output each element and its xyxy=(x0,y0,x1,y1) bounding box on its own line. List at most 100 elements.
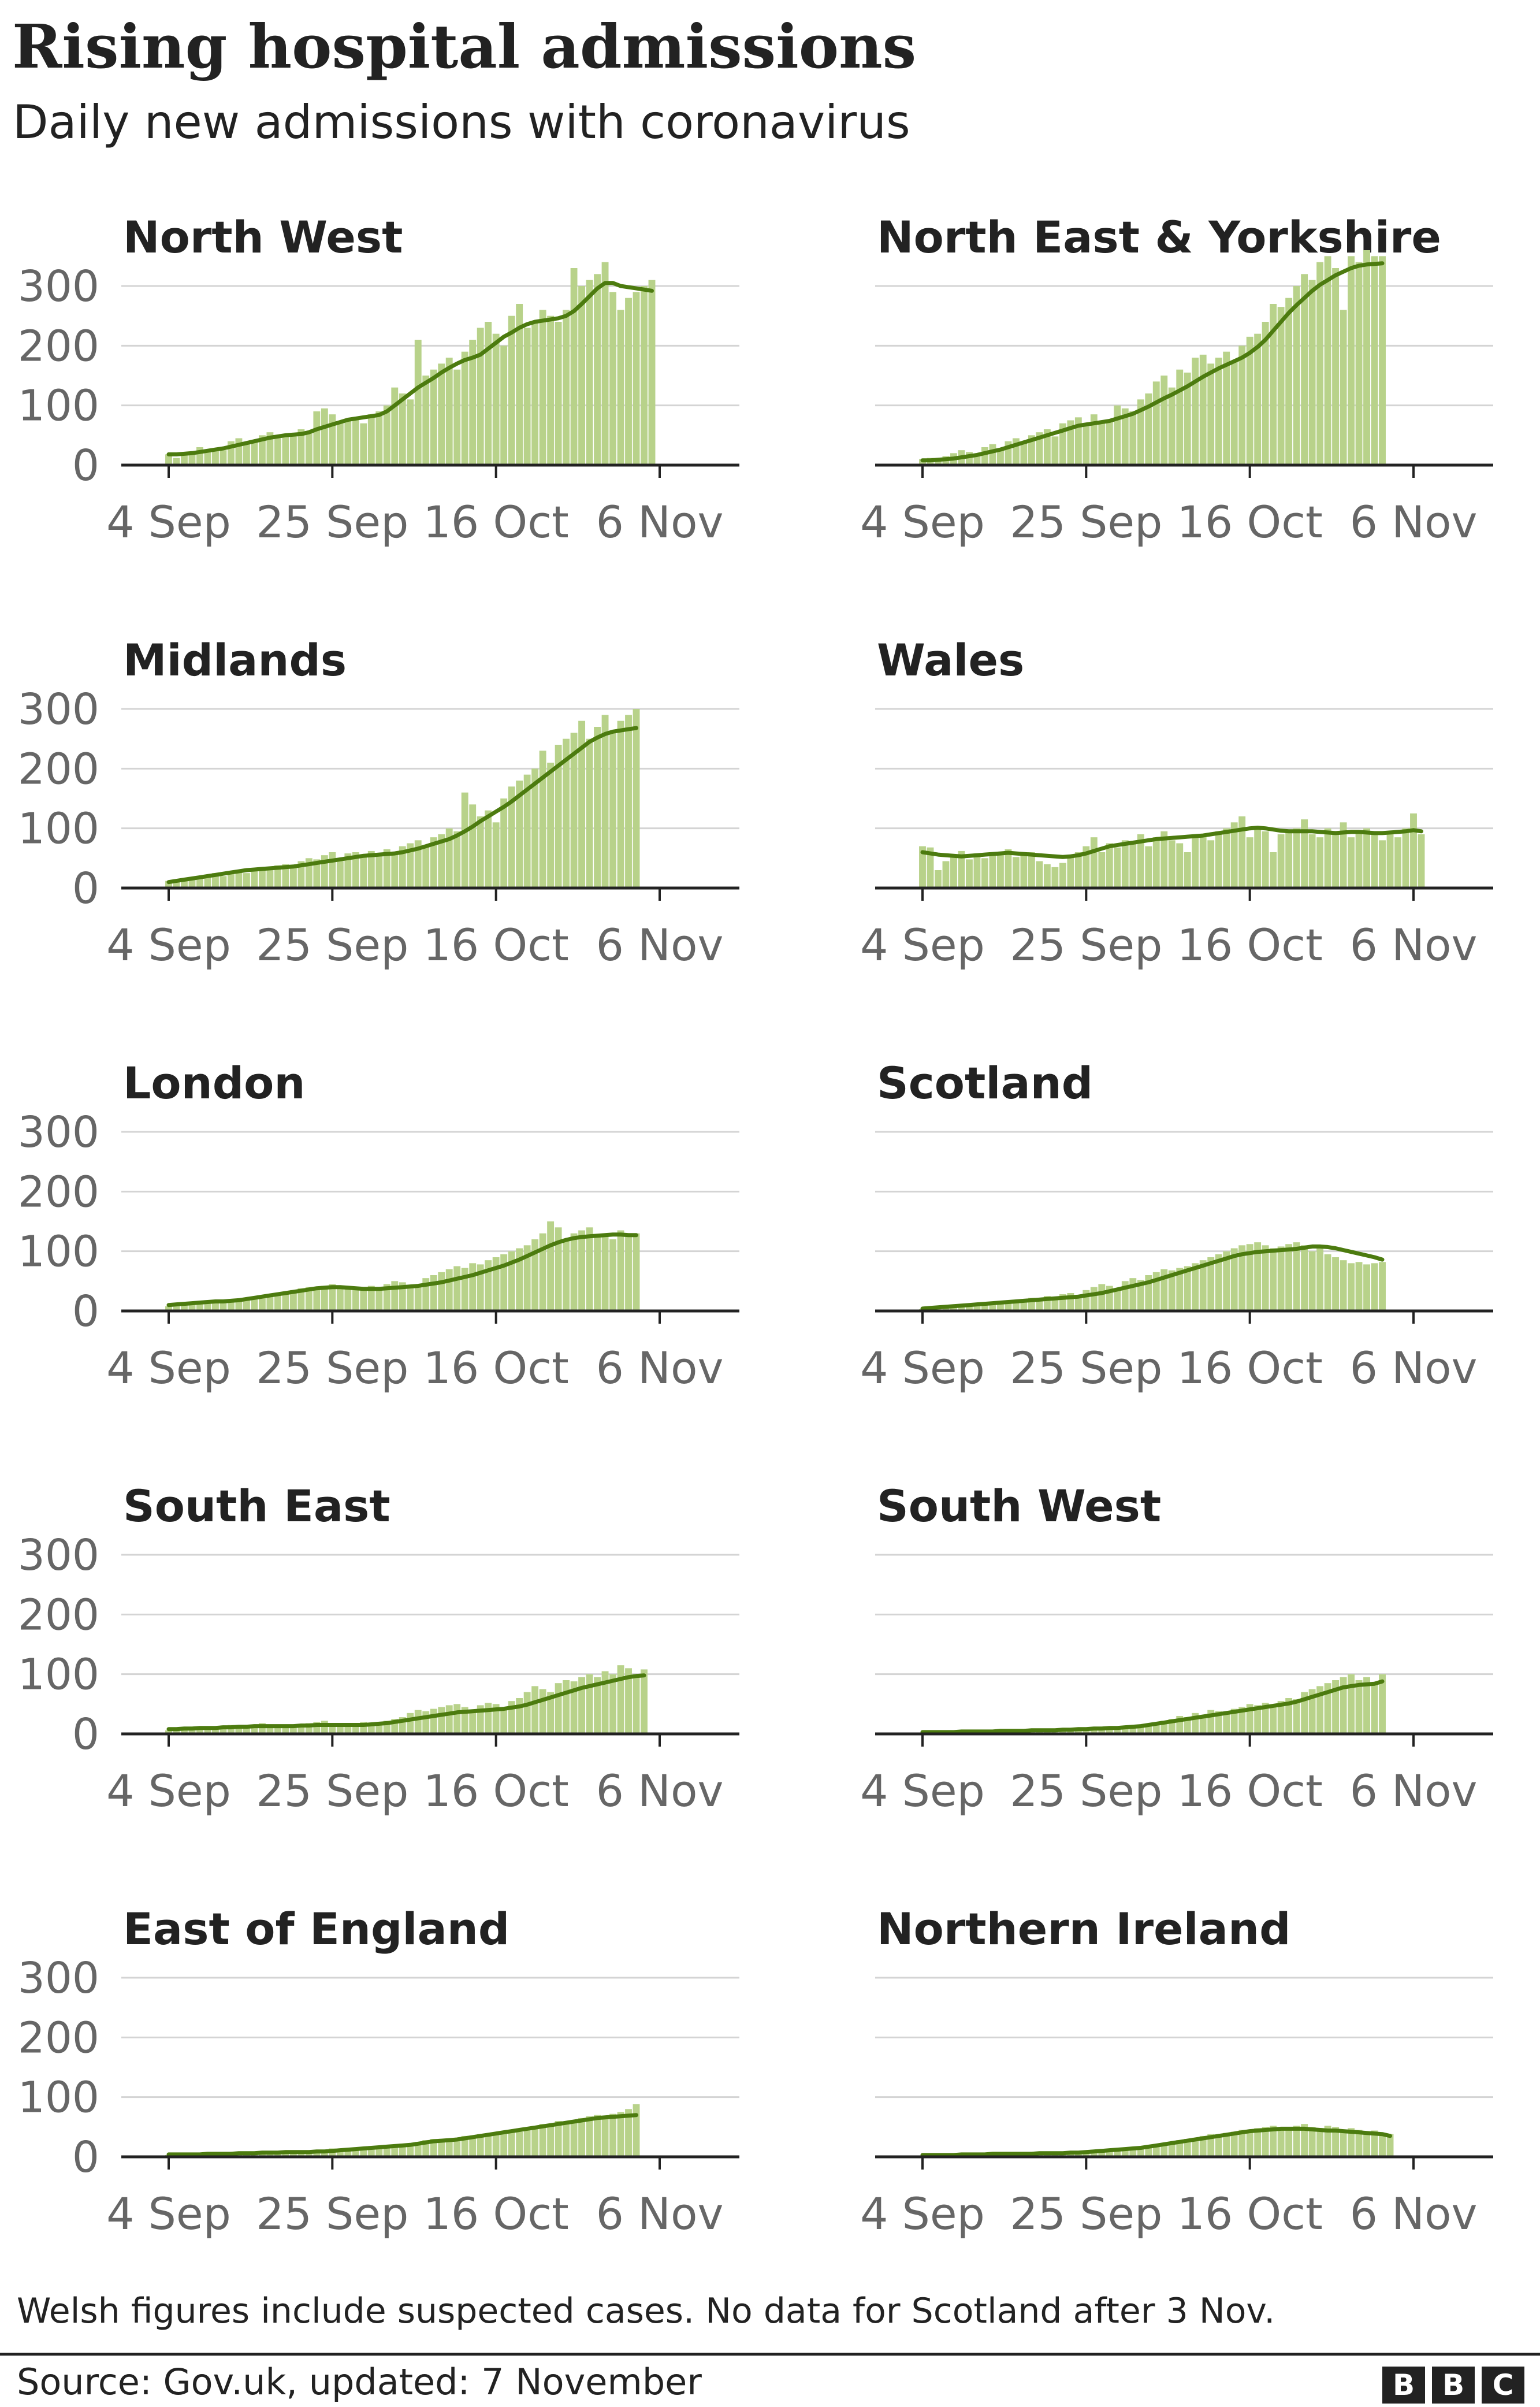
daily-bar xyxy=(1036,432,1043,465)
x-tick-label: 16 Oct xyxy=(1177,2188,1323,2239)
daily-bar xyxy=(297,1725,305,1734)
daily-bar xyxy=(1348,1674,1355,1734)
panel-title: East of England xyxy=(123,1903,509,1955)
daily-bar xyxy=(1083,1290,1090,1311)
daily-bar xyxy=(1036,861,1043,888)
daily-bar xyxy=(321,1721,328,1734)
daily-bar xyxy=(422,1278,430,1311)
average-line xyxy=(166,1232,638,1307)
daily-bar xyxy=(1168,387,1176,465)
daily-bar xyxy=(1340,822,1347,888)
daily-bar xyxy=(586,280,593,465)
panel-title: London xyxy=(123,1057,305,1109)
daily-bar xyxy=(958,850,965,888)
daily-bar xyxy=(1230,361,1238,465)
daily-bar xyxy=(563,738,570,888)
panel-title: Scotland xyxy=(877,1057,1093,1109)
y-tick-label: 200 xyxy=(18,2013,99,2063)
daily-bar xyxy=(516,1248,523,1311)
daily-bar xyxy=(1238,346,1246,465)
x-tick-label: 25 Sep xyxy=(1010,1342,1162,1394)
daily-bar xyxy=(313,411,321,465)
daily-bar xyxy=(485,1703,492,1734)
daily-bar xyxy=(266,870,274,888)
daily-bar xyxy=(258,435,266,465)
chart-subtitle: Daily new admissions with coronavirus xyxy=(13,95,910,149)
daily-bar xyxy=(578,286,586,465)
x-tick-label: 6 Nov xyxy=(596,919,724,971)
y-tick-label: 0 xyxy=(72,1710,99,1759)
daily-bar xyxy=(1371,2130,1378,2157)
daily-bar xyxy=(313,859,321,888)
x-tick-label: 4 Sep xyxy=(106,919,231,971)
daily-bar xyxy=(414,1710,422,1734)
daily-bar xyxy=(165,881,172,888)
average-line xyxy=(920,1679,1385,1734)
x-tick-label: 25 Sep xyxy=(256,2188,408,2239)
daily-bar xyxy=(531,322,539,465)
daily-bar xyxy=(1363,828,1370,888)
daily-bar xyxy=(1106,843,1113,888)
daily-bar xyxy=(563,1680,570,1734)
average-line xyxy=(920,826,1423,859)
daily-bar xyxy=(633,2104,640,2157)
daily-bar xyxy=(1340,1260,1347,1311)
daily-bar xyxy=(1332,2127,1340,2157)
daily-bar xyxy=(1238,816,1246,888)
daily-bar xyxy=(1067,1730,1074,1734)
daily-bar xyxy=(586,1674,593,1734)
daily-bar xyxy=(329,852,336,888)
daily-bar xyxy=(196,876,203,888)
daily-bar xyxy=(492,1704,500,1734)
daily-bar xyxy=(461,1268,468,1311)
x-tick-label: 6 Nov xyxy=(596,2188,724,2239)
daily-bar xyxy=(1316,262,1324,465)
daily-bar xyxy=(633,1674,640,1734)
daily-bar xyxy=(1176,1268,1184,1311)
daily-bar xyxy=(508,786,515,888)
daily-bar xyxy=(508,2130,515,2157)
daily-bar xyxy=(1355,1262,1363,1311)
daily-bar xyxy=(383,849,390,888)
daily-bar xyxy=(492,1257,500,1311)
daily-bar xyxy=(523,1692,531,1734)
logo-letter: C xyxy=(1492,2368,1514,2402)
daily-bar xyxy=(352,417,359,465)
daily-bar xyxy=(1184,372,1191,465)
daily-bar xyxy=(617,2112,624,2157)
daily-bar xyxy=(173,458,180,465)
x-tick-label: 25 Sep xyxy=(1010,496,1162,548)
daily-bar xyxy=(1379,1262,1386,1311)
daily-bar xyxy=(1192,837,1199,888)
daily-bar xyxy=(383,405,390,465)
daily-bar xyxy=(500,1254,508,1311)
daily-bar xyxy=(1371,834,1378,888)
daily-bar xyxy=(1184,2139,1191,2157)
daily-bar xyxy=(1114,1288,1121,1311)
daily-bar xyxy=(1262,1245,1269,1311)
daily-bar xyxy=(282,435,289,465)
y-tick-label: 0 xyxy=(72,864,99,913)
daily-bar xyxy=(336,861,344,888)
daily-bar xyxy=(1246,1244,1253,1311)
daily-bar xyxy=(1152,1272,1160,1311)
daily-bar xyxy=(531,1686,539,1734)
daily-bar xyxy=(1152,837,1160,888)
daily-bar xyxy=(1043,429,1051,465)
daily-bar xyxy=(617,1665,624,1734)
daily-bar xyxy=(1074,1298,1082,1311)
daily-bar xyxy=(173,882,180,888)
daily-bar xyxy=(228,1299,235,1311)
daily-bar xyxy=(1106,1728,1113,1734)
x-tick-label: 25 Sep xyxy=(256,919,408,971)
daily-bar xyxy=(1277,307,1285,465)
daily-bar xyxy=(414,840,422,888)
daily-bar xyxy=(235,438,243,465)
daily-bar xyxy=(1043,1296,1051,1311)
daily-bar xyxy=(220,1301,227,1311)
daily-bar xyxy=(1012,857,1020,888)
chart-panel: Midlands 300 200 100 04 Sep 25 Sep 16 Oct 6 Nov xyxy=(18,634,739,971)
y-tick-label: 200 xyxy=(18,1590,99,1640)
daily-bar xyxy=(1012,438,1020,465)
daily-bar xyxy=(1121,408,1129,465)
